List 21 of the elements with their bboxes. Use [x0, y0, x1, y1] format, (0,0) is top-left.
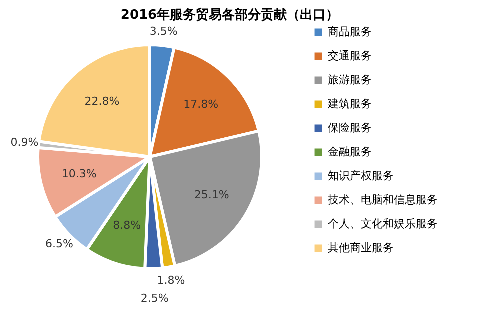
- data-label: 6.5%: [46, 238, 74, 251]
- data-label: 3.5%: [150, 24, 178, 38]
- data-label: 10.3%: [62, 167, 97, 180]
- data-label: 25.1%: [194, 188, 230, 202]
- data-label: 22.8%: [84, 95, 120, 108]
- data-label: 8.8%: [113, 219, 142, 232]
- legend-label: 技术、电脑和信息服务: [327, 194, 438, 206]
- data-label: 1.8%: [157, 274, 186, 288]
- legend-label: 知识产权服务: [328, 170, 394, 182]
- legend-label: 个人、文化和娱乐服务: [328, 218, 438, 230]
- legend-label: 建筑服务: [327, 98, 372, 110]
- data-label: 0.9%: [10, 136, 39, 150]
- legend-label: 商品服务: [328, 26, 372, 38]
- data-label: 2.5%: [140, 292, 169, 305]
- data-label: 17.8%: [184, 98, 219, 112]
- chart-title: 2016年服务贸易各部分贡献（出口）: [120, 6, 340, 23]
- legend-label: 金融服务: [328, 146, 372, 158]
- legend-label: 保险服务: [328, 122, 372, 134]
- legend-label: 旅游服务: [328, 74, 372, 86]
- legend-label: 其他商业服务: [328, 242, 394, 254]
- legend-label: 交通服务: [328, 50, 372, 62]
